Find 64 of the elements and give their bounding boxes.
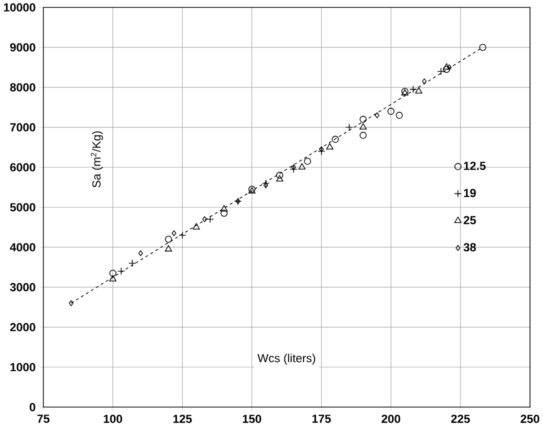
point xyxy=(290,165,298,173)
point xyxy=(262,179,270,187)
y-tick-label: 0 xyxy=(30,402,36,412)
x-axis-title: Wcs (liters) xyxy=(258,354,316,364)
point xyxy=(298,163,306,170)
point xyxy=(447,64,452,70)
point xyxy=(326,143,334,150)
point xyxy=(437,67,445,76)
point xyxy=(396,112,403,119)
point xyxy=(178,231,186,239)
point xyxy=(304,158,312,165)
y-tick-label: 4000 xyxy=(10,242,36,252)
point xyxy=(264,182,268,188)
x-tick-label: 250 xyxy=(520,414,540,423)
point xyxy=(164,245,172,252)
point xyxy=(415,87,422,94)
point xyxy=(374,112,380,118)
x-tick-label: 125 xyxy=(173,414,192,423)
legend-label: 38 xyxy=(464,243,476,252)
point xyxy=(422,78,427,84)
legend-label: 12.5 xyxy=(464,162,486,170)
point xyxy=(128,259,136,267)
point xyxy=(443,66,450,73)
y-tick-label: 8000 xyxy=(10,83,36,92)
y-tick-label: 10000 xyxy=(4,3,36,12)
point xyxy=(291,164,296,170)
legend-label: 19 xyxy=(464,188,476,198)
point xyxy=(202,216,207,222)
point xyxy=(68,300,74,306)
point xyxy=(109,275,116,282)
point xyxy=(442,63,450,70)
point xyxy=(360,132,367,139)
point xyxy=(360,116,367,123)
point xyxy=(360,123,367,130)
legend-label: 25 xyxy=(464,216,476,224)
y-tick-label: 5000 xyxy=(10,203,36,212)
point xyxy=(192,223,200,230)
point xyxy=(276,175,284,182)
point xyxy=(220,210,228,217)
x-tick-label: 150 xyxy=(242,414,262,423)
x-tick-label: 75 xyxy=(37,414,50,423)
y-tick-label: 2000 xyxy=(10,322,36,332)
y-tick-label: 6000 xyxy=(10,163,36,172)
x-tick-label: 225 xyxy=(451,414,470,423)
point xyxy=(479,44,486,51)
point xyxy=(220,205,228,212)
y-tick-label: 3000 xyxy=(10,282,36,292)
point xyxy=(319,146,324,152)
y-tick-label: 1000 xyxy=(10,362,36,372)
point xyxy=(172,230,176,236)
point xyxy=(206,215,214,223)
y-tick-label: 9000 xyxy=(10,43,36,52)
point xyxy=(318,147,326,155)
point xyxy=(345,123,354,131)
x-tick-label: 200 xyxy=(382,414,400,423)
point xyxy=(332,136,339,143)
point xyxy=(387,108,394,115)
point xyxy=(164,236,172,243)
point xyxy=(138,250,143,256)
y-tick-label: 7000 xyxy=(10,123,36,132)
x-tick-label: 175 xyxy=(312,414,331,423)
point xyxy=(276,172,284,179)
y-axis-title: Sa (m$^{2}$/Kg) xyxy=(90,131,103,188)
x-tick-label: 100 xyxy=(104,414,122,423)
